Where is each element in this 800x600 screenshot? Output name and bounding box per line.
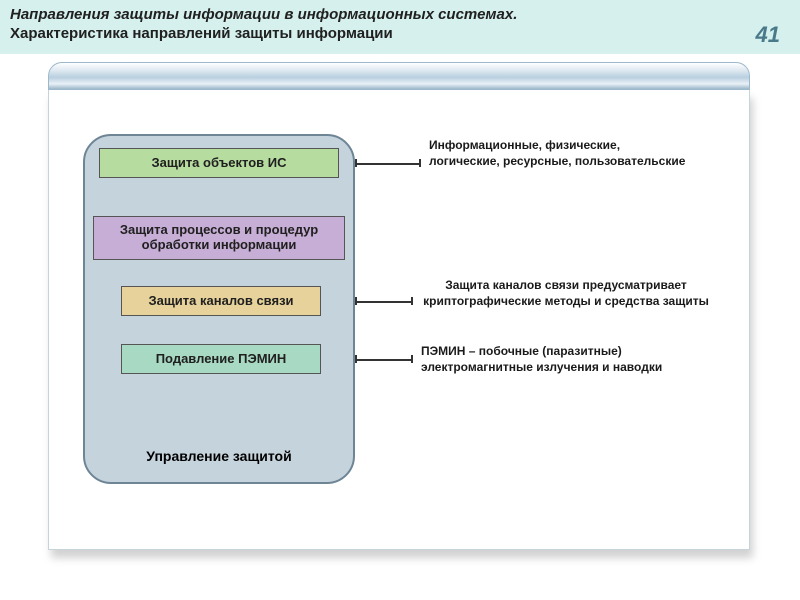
box-pemin-connector xyxy=(355,359,411,361)
title-line2: Характеристика направлений защиты информ… xyxy=(10,25,393,49)
box-channels-connector xyxy=(355,301,411,303)
title-line1: Направления защиты информации в информац… xyxy=(10,6,790,25)
box-objects-connector xyxy=(355,163,419,165)
box-objects: Защита объектов ИС xyxy=(99,148,339,178)
box-channels: Защита каналов связи xyxy=(121,286,321,316)
box-pemin-desc: ПЭМИН – побочные (паразитные) электромаг… xyxy=(421,344,711,375)
panel-caption: Управление защитой xyxy=(85,448,353,464)
box-pemin: Подавление ПЭМИН xyxy=(121,344,321,374)
box-channels-desc: Защита каналов связи предусматривает кри… xyxy=(421,278,711,309)
frame-top-bar xyxy=(48,62,750,90)
frame-body: Управление защитой Защита объектов ИС Инф… xyxy=(48,90,750,550)
slide-number: 41 xyxy=(756,21,790,49)
box-objects-desc: Информационные, физические, логические, … xyxy=(429,138,689,169)
content-frame: Управление защитой Защита объектов ИС Инф… xyxy=(48,62,750,562)
box-processes: Защита процессов и процедур обработки ин… xyxy=(93,216,345,260)
title-bar: Направления защиты информации в информац… xyxy=(0,0,800,54)
